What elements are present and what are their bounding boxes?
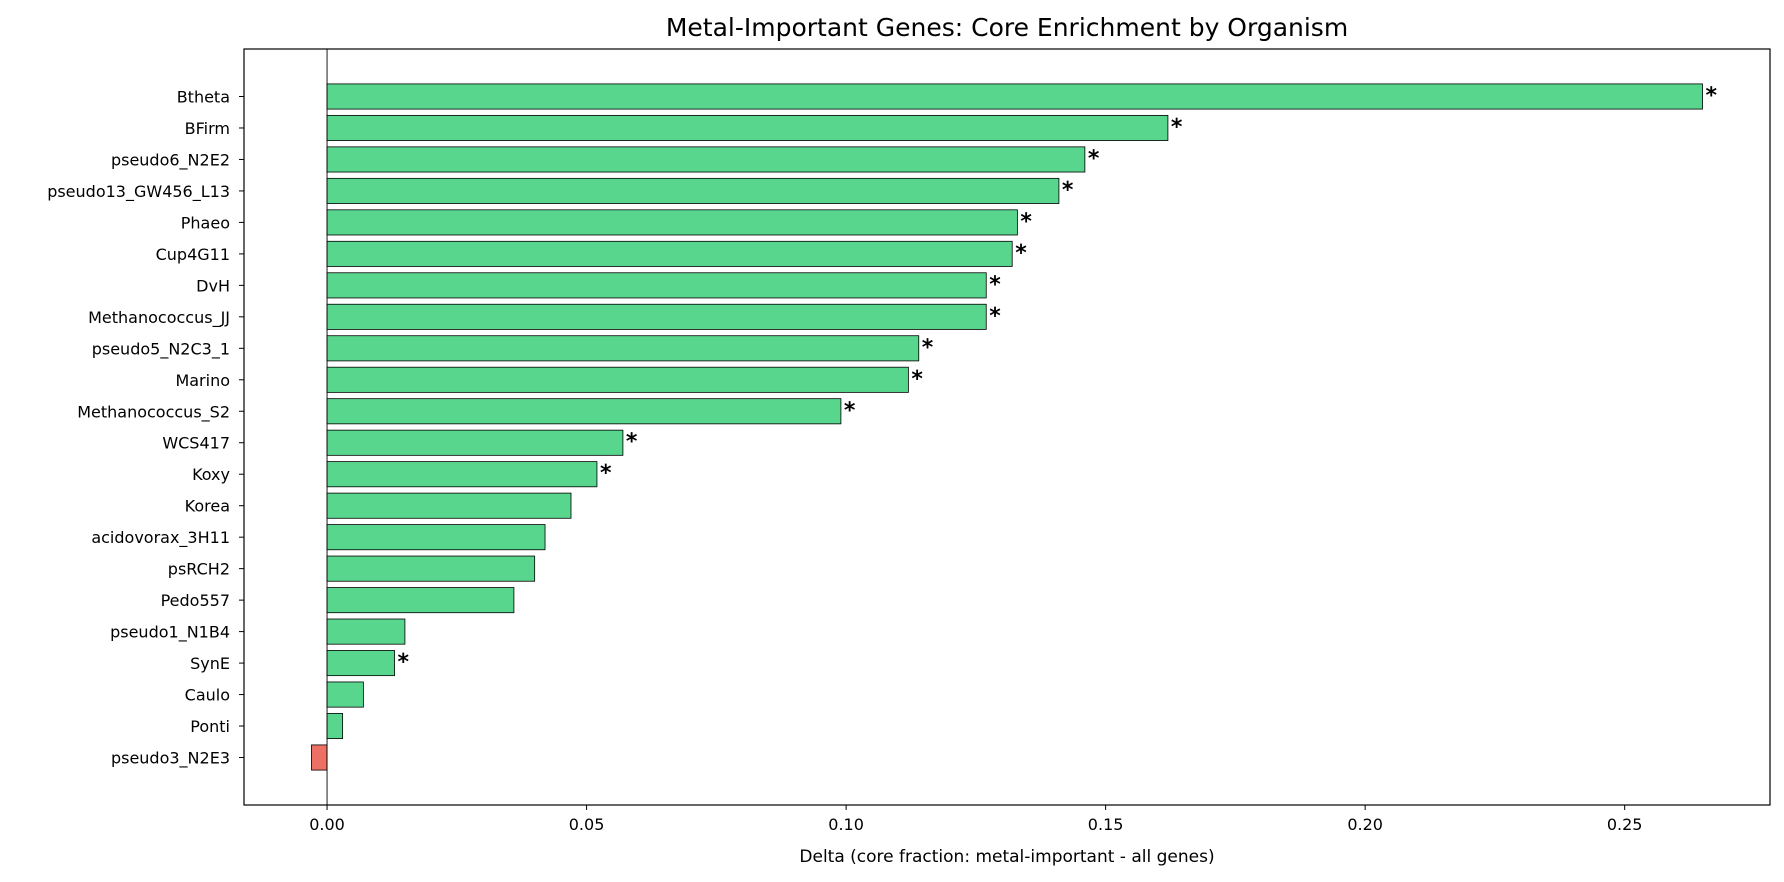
y-tick-label: pseudo5_N2C3_1 [92,339,230,359]
y-tick-label: Caulo [185,686,230,705]
y-tick-label: WCS417 [162,434,230,453]
bar [326,492,572,519]
y-tick-label: pseudo13_GW456_L13 [47,182,230,202]
significance-marker: * [1015,241,1027,266]
y-tick-label: Methanococcus_JJ [88,308,230,328]
y-tick-label: pseudo6_N2E2 [111,150,230,170]
bar [326,713,344,740]
significance-marker: * [989,272,1001,297]
y-tick-label: acidovorax_3H11 [91,528,230,548]
significance-markers-layer: * * * * * * * * * * * * * * [398,84,1718,676]
y-tick-label: Ponti [190,717,230,736]
bar [326,429,624,456]
y-tick-label: Methanococcus_S2 [77,402,230,422]
plot-area-frame [243,48,1771,806]
x-tick-label: 0.00 [309,815,345,834]
x-tick-label: 0.25 [1607,815,1643,834]
y-tick-label: SynE [190,654,230,673]
significance-marker: * [911,367,923,392]
significance-marker: * [626,430,638,455]
significance-marker: * [989,304,1001,329]
y-tick-label: Phaeo [181,213,230,232]
bar [326,335,920,362]
bar [326,83,1703,110]
bar [326,366,909,393]
y-tick-label: psRCH2 [168,560,230,579]
bar [326,146,1086,173]
x-tick-label: 0.15 [1088,815,1124,834]
bar [326,650,395,677]
significance-marker: * [1706,84,1718,109]
bar [326,524,546,551]
x-tick-label: 0.05 [569,815,605,834]
y-tick-label: Koxy [192,465,230,484]
significance-marker: * [1020,209,1032,234]
y-tick-label: Pedo557 [161,591,230,610]
significance-marker: * [922,335,934,360]
bar [326,461,598,488]
y-tick-label: Marino [175,371,230,390]
significance-marker: * [1171,115,1183,140]
chart-title: Metal-Important Genes: Core Enrichment b… [666,13,1348,42]
x-tick-label: 0.10 [828,815,864,834]
significance-marker: * [600,461,612,486]
bar [326,114,1169,141]
significance-marker: * [1062,178,1074,203]
y-axis-ticks: Btheta BFirm pseudo6_N2E2 pseudo13_GW456_L1… [47,88,244,769]
y-tick-label: pseudo1_N1B4 [110,623,230,643]
y-tick-label: pseudo3_N2E3 [111,749,230,769]
bar [326,398,842,425]
y-tick-label: DvH [196,276,230,295]
bar [326,240,1013,267]
bar [326,177,1060,204]
bar [326,587,515,614]
y-tick-label: Korea [185,497,230,516]
bar [326,555,536,582]
x-axis-ticks: 0.00 0.05 0.10 0.15 0.20 0.25 [309,805,1642,834]
significance-marker: * [1088,146,1100,171]
significance-marker: * [398,650,410,675]
x-axis-label: Delta (core fraction: metal-important - … [799,847,1214,867]
bar [326,303,987,330]
bar [326,618,406,645]
bar [326,272,987,299]
significance-marker: * [844,398,856,423]
bar [311,744,328,771]
bars-layer [311,83,1703,771]
y-tick-label: Cup4G11 [156,245,230,264]
bar [326,681,364,708]
x-tick-label: 0.20 [1347,815,1383,834]
y-tick-label: BFirm [185,119,230,138]
y-tick-label: Btheta [177,88,230,107]
bar [326,209,1018,236]
